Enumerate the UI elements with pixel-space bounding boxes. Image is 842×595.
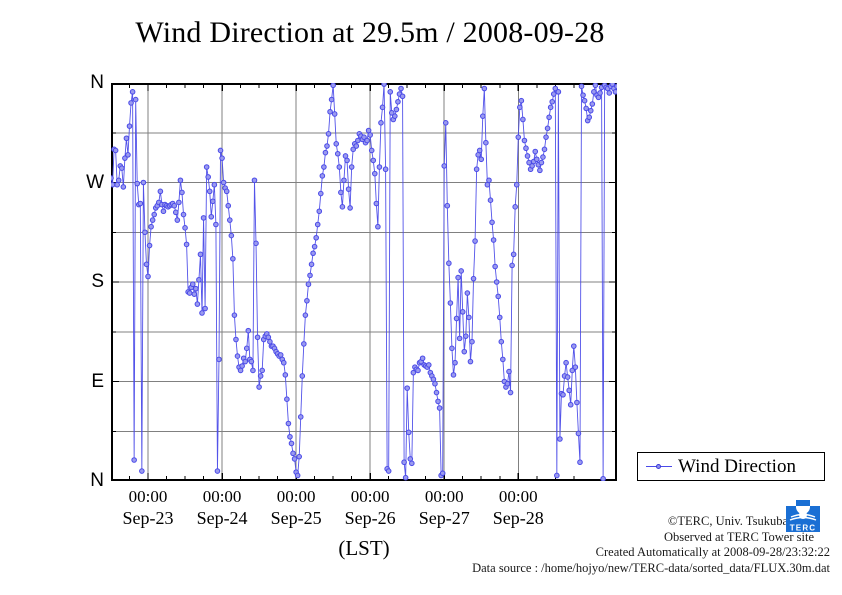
x-tick-time: 00:00 [350, 487, 390, 506]
x-tick-time: 00:00 [424, 487, 464, 506]
x-tick-time: 00:00 [128, 487, 168, 506]
x-tick-date: Sep-24 [196, 508, 248, 528]
x-tick-group: 00:00 Sep-27 [419, 487, 470, 529]
page-title: Wind Direction at 29.5m / 2008-09-28 [135, 16, 605, 49]
footer: ©TERC, Univ. Tsukuba Observed at TERC To… [400, 514, 830, 576]
footer-observed: Observed at TERC Tower site [663, 529, 814, 544]
footer-copyright: ©TERC, Univ. Tsukuba [667, 514, 788, 528]
svg-text:TERC: TERC [790, 524, 817, 533]
footer-data-source: Data source : /home/hojyo/new/TERC-data/… [472, 560, 830, 575]
x-tick-group: 00:00 Sep-23 [123, 487, 174, 529]
y-tick-label: W [86, 171, 104, 193]
x-axis-title: (LST) [338, 536, 390, 560]
x-tick-date: Sep-23 [122, 508, 174, 528]
legend-label-wind-direction: Wind Direction [678, 455, 796, 477]
x-axis-labels: 00:00 Sep-23 00:00 Sep-24 00:00 Sep-25 00:00 Se… [111, 481, 617, 541]
x-tick-group: 00:00 Sep-26 [345, 487, 396, 529]
x-tick-date: Sep-25 [270, 508, 322, 528]
x-tick-group: 00:00 Sep-25 [271, 487, 322, 529]
y-tick-label: N [90, 470, 104, 491]
y-tick-label: S [91, 271, 104, 292]
terc-logo-icon: TERC [786, 500, 820, 533]
legend: Wind Direction [637, 452, 825, 481]
x-tick-date: Sep-27 [418, 508, 470, 528]
x-tick-time: 00:00 [276, 487, 316, 506]
x-tick-group: 00:00 Sep-28 [493, 487, 544, 529]
x-tick-time: 00:00 [498, 487, 538, 506]
legend-marker-icon [646, 461, 672, 473]
y-axis-labels: N W S E N [66, 72, 104, 491]
y-tick-label: E [91, 370, 104, 392]
footer-created: Created Automatically at 2008-09-28/23:3… [595, 545, 830, 559]
x-tick-date: Sep-26 [344, 508, 396, 528]
plot-area [111, 83, 617, 481]
x-tick-group: 00:00 Sep-24 [197, 487, 248, 529]
y-tick-label: N [90, 72, 104, 93]
x-tick-time: 00:00 [202, 487, 242, 506]
x-tick-date: Sep-28 [492, 508, 544, 528]
